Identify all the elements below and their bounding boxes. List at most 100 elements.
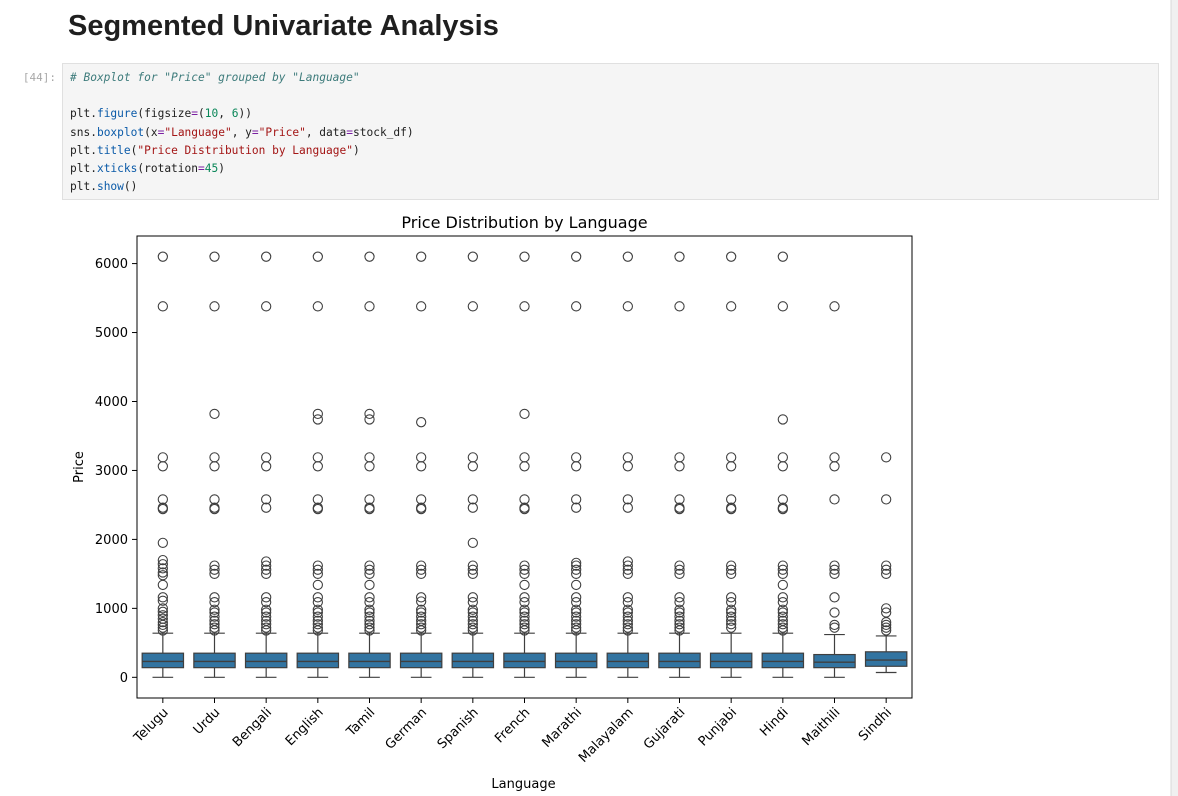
x-tick-label-sindhi: Sindhi: [856, 705, 895, 744]
outlier-point: [157, 563, 168, 574]
y-tick-label: 1000: [95, 602, 128, 617]
x-tick-label-urdu: Urdu: [191, 705, 224, 738]
outlier-point: [571, 579, 582, 591]
outlier-point: [881, 603, 892, 614]
outlier-point: [726, 564, 737, 575]
outlier-point: [571, 494, 582, 505]
outlier-point: [157, 579, 168, 591]
outlier-point: [416, 461, 427, 472]
plot-area-frame: [136, 235, 913, 699]
outlier-point: [467, 592, 478, 603]
outlier-point: [261, 556, 272, 567]
box-urdu: [193, 652, 236, 669]
outlier-point: [261, 494, 272, 505]
code-line-7: plt.show(): [70, 180, 138, 194]
outlier-point: [777, 597, 788, 608]
outlier-point: [157, 625, 168, 636]
outlier-point: [364, 579, 375, 591]
box-maithili: [813, 653, 856, 669]
outlier-point: [829, 568, 840, 580]
outlier-point: [829, 619, 840, 631]
outlier-point: [416, 568, 427, 580]
outlier-point: [364, 564, 375, 575]
outlier-point: [467, 568, 478, 580]
outlier-point: [777, 592, 788, 603]
outlier-point: [261, 597, 272, 608]
outlier-point: [261, 502, 272, 513]
outlier-point: [519, 301, 530, 312]
outlier-point: [726, 622, 737, 633]
box-bengali: [244, 652, 288, 669]
outlier-point: [467, 619, 478, 630]
x-axis-label: Language: [491, 777, 555, 792]
outlier-point: [416, 604, 427, 615]
code-line-3: plt.figure(figsize=(10, 6)): [70, 107, 252, 121]
x-tick-label-english: English: [283, 705, 327, 749]
outlier-point: [261, 604, 272, 615]
outlier-point: [777, 579, 788, 591]
outlier-point: [674, 560, 685, 571]
outlier-point: [571, 568, 582, 580]
outlier-point: [674, 607, 685, 618]
box-french: [503, 652, 546, 669]
outlier-point: [261, 607, 272, 618]
outlier-point: [364, 607, 375, 618]
outlier-point: [467, 622, 478, 633]
outlier-point: [416, 417, 427, 428]
outlier-point: [364, 251, 375, 262]
outlier-point: [364, 625, 375, 636]
outlier-point: [157, 619, 168, 631]
outlier-point: [467, 597, 478, 608]
outlier-point: [674, 619, 685, 630]
outlier-point: [674, 564, 685, 575]
outlier-point: [364, 560, 375, 571]
outlier-point: [209, 461, 220, 472]
outlier-point: [777, 503, 788, 515]
outlier-point: [726, 615, 737, 626]
x-tick-label-german: German: [383, 705, 430, 752]
outlier-point: [726, 568, 737, 580]
outlier-point: [622, 568, 633, 580]
outlier-point: [571, 597, 582, 608]
outlier-point: [622, 592, 633, 603]
outlier-point: [157, 595, 168, 606]
outlier-point: [312, 579, 323, 591]
outlier-point: [829, 494, 840, 505]
outlier-point: [157, 603, 168, 614]
x-tick-label-telugu: Telugu: [131, 705, 172, 746]
outlier-point: [726, 597, 737, 608]
outlier-point: [571, 557, 582, 568]
outlier-point: [674, 597, 685, 608]
outlier-point: [777, 452, 788, 463]
outlier-point: [467, 625, 478, 636]
x-tick-label-french: French: [492, 705, 533, 746]
outlier-point: [726, 452, 737, 463]
outlier-point: [726, 560, 737, 571]
x-tick-label-punjabi: Punjabi: [696, 705, 740, 749]
outlier-point: [519, 408, 530, 420]
outlier-point: [519, 607, 530, 618]
box-telugu: [141, 652, 185, 669]
outlier-point: [726, 604, 737, 615]
outlier-point: [312, 597, 323, 608]
outlier-point: [209, 607, 220, 618]
vertical-scrollbar-thumb[interactable]: [1171, 0, 1178, 796]
outlier-point: [881, 625, 892, 636]
outlier-point: [777, 461, 788, 472]
outlier-point: [261, 592, 272, 603]
outlier-point: [777, 611, 788, 622]
outlier-point: [416, 301, 427, 312]
code-comment: # Boxplot for "Price" grouped by "Langua…: [70, 71, 360, 84]
y-tick-label: 3000: [95, 464, 128, 479]
outlier-point: [416, 452, 427, 463]
section-heading: Segmented Univariate Analysis: [68, 10, 499, 42]
outlier-point: [829, 622, 840, 633]
code-cell[interactable]: # Boxplot for "Price" grouped by "Langua…: [62, 63, 1159, 200]
outlier-point: [209, 592, 220, 603]
y-tick-label: 6000: [95, 257, 128, 272]
outlier-point: [364, 592, 375, 603]
code-editor[interactable]: # Boxplot for "Price" grouped by "Langua…: [63, 64, 1158, 196]
outlier-point: [364, 414, 375, 425]
outlier-point: [312, 611, 323, 622]
